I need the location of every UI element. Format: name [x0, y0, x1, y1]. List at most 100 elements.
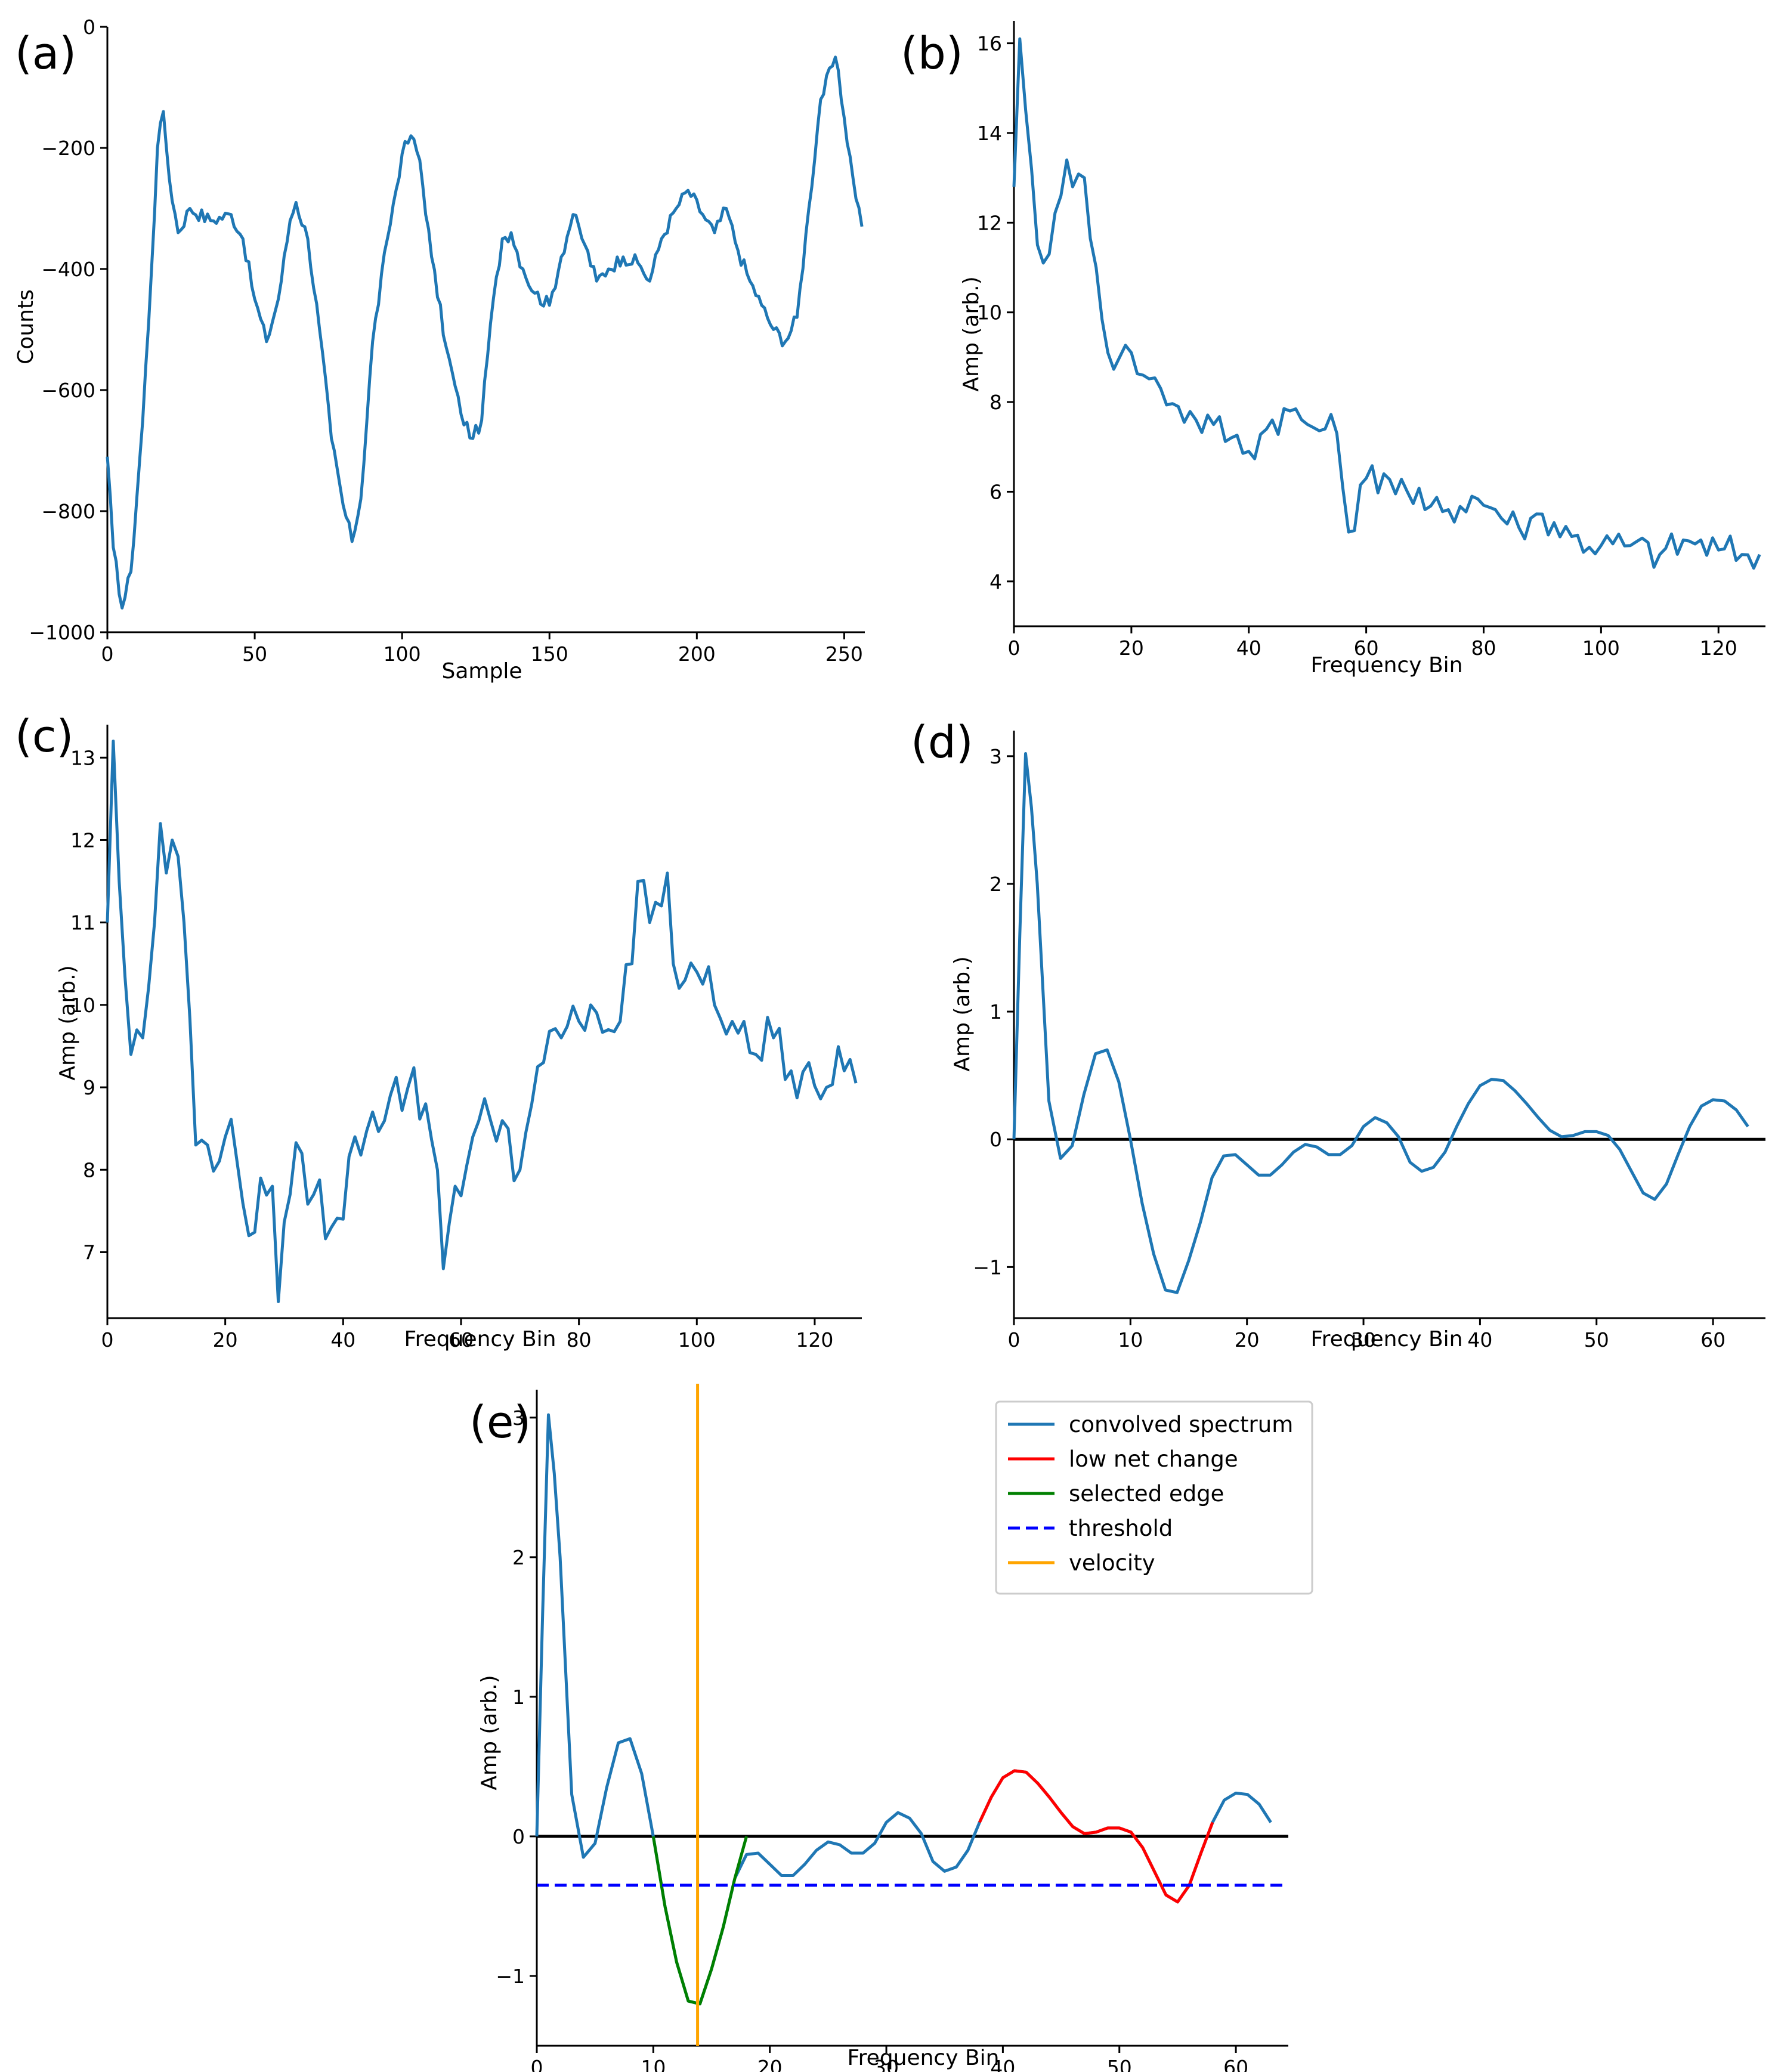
panel-e-xtick-label: 0	[531, 2056, 543, 2072]
panel-c-ytick-label: 12	[70, 828, 95, 852]
panel-d-xtick-label: 40	[1467, 1328, 1492, 1352]
panel-b-ytick-label: 8	[989, 391, 1002, 414]
panel-a-xtick-label: 50	[242, 642, 267, 666]
panel-b-xtick-label: 100	[1582, 636, 1620, 660]
panel-d-xtick-label: 30	[1351, 1328, 1376, 1352]
panel-c-xtick-label: 100	[678, 1328, 716, 1352]
legend-frame	[995, 1400, 1313, 1595]
panel-a-ytick-label: −200	[41, 137, 95, 160]
panel-a-ytick-label: −400	[41, 258, 95, 281]
panel-c: (c) 0 20 40 60 80 100 120 7 8 9 10 11 12 13 Frequency…	[15, 711, 862, 1352]
panel-e-legend: convolved spectrum low net change selected…	[995, 1400, 1313, 1595]
panel-c-ytick-label: 10	[70, 994, 95, 1017]
panel-b: (b) 0 20 40 60 80 100 120 4 6 8 10 12 14 16 Frequency…	[901, 21, 1765, 678]
panel-a: (a) 0 50 100 150 200 250 0 −200 −400 −600 −800 −100…	[14, 16, 865, 684]
panel-d-xlabel: Frequency Bin	[1311, 1327, 1463, 1352]
panel-e-xtick-label: 30	[874, 2056, 899, 2072]
panel-e-xtick-label: 60	[1223, 2056, 1248, 2072]
panel-d-label: (d)	[911, 717, 973, 768]
panel-e-plot: 0 10 20 30 40 50 60 −1 0 1 2 3	[496, 1384, 1288, 2072]
panel-d: (d) 0 10 20 30 40 50 60 −1 0 1 2 3 Frequency Bin Am…	[911, 717, 1765, 1352]
panel-c-ytick-label: 8	[83, 1158, 95, 1182]
panel-d-ylabel: Amp (arb.)	[950, 956, 975, 1071]
panel-e-ytick-label: 0	[512, 1825, 525, 1848]
panel-e-ytick-label: 2	[512, 1546, 525, 1569]
panel-b-ytick-label: 12	[977, 211, 1002, 234]
panel-c-xtick-label: 40	[330, 1328, 355, 1352]
panel-e-xlabel: Frequency Bin	[848, 2046, 1000, 2070]
panel-d-series-convolved-spectrum	[1012, 752, 1749, 1294]
panel-c-xtick-label: 80	[567, 1328, 592, 1352]
panel-c-ytick-label: 7	[83, 1241, 95, 1264]
panel-a-ytick-label: −1000	[29, 621, 95, 644]
panel-c-xtick-label: 60	[449, 1328, 474, 1352]
panel-b-plot: 0 20 40 60 80 100 120 4 6 8 10 12 14 16	[977, 21, 1765, 660]
panel-a-series-signal	[106, 55, 864, 610]
panel-d-xtick-label: 0	[1008, 1328, 1021, 1352]
panel-b-xtick-label: 120	[1700, 636, 1737, 660]
panel-c-xtick-label: 0	[101, 1328, 114, 1352]
panel-e-series-low-net-change	[978, 1769, 1214, 1904]
panel-a-label: (a)	[15, 28, 76, 79]
panel-b-ytick-label: 6	[989, 480, 1002, 503]
legend-label-selected-edge: selected edge	[1069, 1481, 1224, 1507]
panel-c-series-spectrum	[106, 740, 858, 1303]
panel-e-ylabel: Amp (arb.)	[477, 1675, 502, 1790]
panel-c-ytick-label: 13	[70, 746, 95, 769]
panel-b-xtick-label: 80	[1471, 636, 1496, 660]
panel-a-ytick-label: −800	[41, 500, 95, 523]
panel-c-ytick-label: 11	[70, 911, 95, 935]
panel-d-xtick-label: 20	[1235, 1328, 1260, 1352]
panel-a-ytick-label: 0	[83, 16, 95, 39]
panel-e-xtick-label: 20	[757, 2056, 783, 2072]
panel-b-xtick-label: 20	[1119, 636, 1144, 660]
panel-a-ytick-label: −600	[41, 379, 95, 402]
panel-d-xtick-label: 50	[1584, 1328, 1609, 1352]
panel-e-ytick-label: 3	[512, 1406, 525, 1430]
panel-c-ylabel: Amp (arb.)	[55, 965, 80, 1080]
panel-a-xtick-label: 0	[101, 642, 114, 666]
panel-e-label: (e)	[469, 1397, 531, 1448]
legend-label-threshold: threshold	[1069, 1516, 1173, 1541]
panel-b-xtick-label: 40	[1236, 636, 1261, 660]
panel-e-xtick-label: 50	[1107, 2056, 1132, 2072]
panel-e-xtick-label: 10	[641, 2056, 666, 2072]
panel-d-xtick-label: 60	[1700, 1328, 1725, 1352]
panel-b-ytick-label: 4	[989, 570, 1002, 593]
panel-b-label: (b)	[901, 28, 963, 79]
panel-d-ytick-label: 0	[989, 1128, 1002, 1151]
panel-b-ylabel: Amp (arb.)	[959, 276, 984, 391]
panel-c-xtick-label: 120	[796, 1328, 833, 1352]
panel-d-xtick-label: 10	[1118, 1328, 1143, 1352]
panel-b-xlabel: Frequency Bin	[1311, 653, 1463, 678]
panel-e-xtick-label: 40	[990, 2056, 1015, 2072]
panel-c-label: (c)	[15, 711, 73, 762]
panel-e-ytick-label: −1	[496, 1965, 525, 1988]
panel-d-ytick-label: 2	[989, 873, 1002, 896]
panel-a-plot: 0 50 100 150 200 250 0 −200 −400 −600 −800 −1000	[29, 16, 865, 666]
panel-c-xtick-label: 20	[213, 1328, 238, 1352]
panel-c-ytick-label: 9	[83, 1076, 95, 1099]
panel-a-xtick-label: 250	[825, 642, 863, 666]
panel-a-xtick-label: 200	[678, 642, 716, 666]
panel-e: (e) 0 10 20 30 40 50 60 −1 0 1 2 3 Frequency Bin Am…	[469, 1384, 1313, 2072]
panel-e-series-selected-edge	[651, 1836, 749, 2006]
panel-b-ytick-label: 10	[977, 301, 1002, 324]
legend-label-low-net-change: low net change	[1069, 1446, 1238, 1472]
panel-b-ytick-label: 16	[977, 32, 1002, 55]
panel-c-xlabel: Frequency Bin	[404, 1327, 556, 1352]
legend-label-velocity: velocity	[1069, 1550, 1155, 1576]
panel-a-xtick-label: 100	[384, 642, 421, 666]
panel-b-series-spectrum	[1012, 37, 1761, 570]
panel-b-xtick-label: 0	[1008, 636, 1021, 660]
panel-a-ylabel: Counts	[14, 289, 38, 364]
panel-b-ytick-label: 14	[977, 122, 1002, 145]
panel-a-xlabel: Sample	[442, 659, 522, 684]
legend-label-convolved-spectrum: convolved spectrum	[1069, 1412, 1293, 1437]
panel-d-ytick-label: 3	[989, 745, 1002, 768]
panel-b-xtick-label: 60	[1354, 636, 1379, 660]
panel-e-ytick-label: 1	[512, 1686, 525, 1709]
panel-a-xtick-label: 150	[531, 642, 568, 666]
panel-d-ytick-label: 1	[989, 1000, 1002, 1023]
